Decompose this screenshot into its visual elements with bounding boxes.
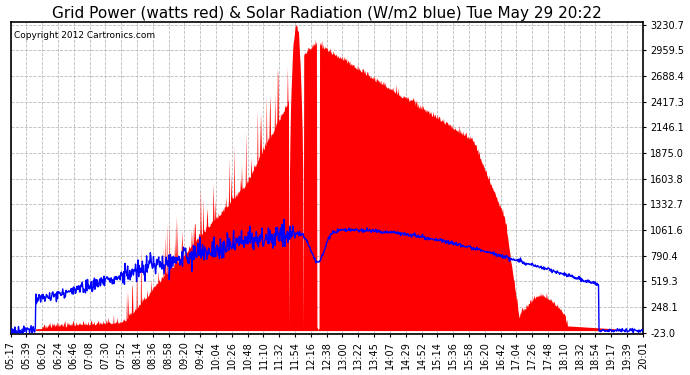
Title: Grid Power (watts red) & Solar Radiation (W/m2 blue) Tue May 29 20:22: Grid Power (watts red) & Solar Radiation…: [52, 6, 602, 21]
Text: Copyright 2012 Cartronics.com: Copyright 2012 Cartronics.com: [14, 31, 155, 40]
